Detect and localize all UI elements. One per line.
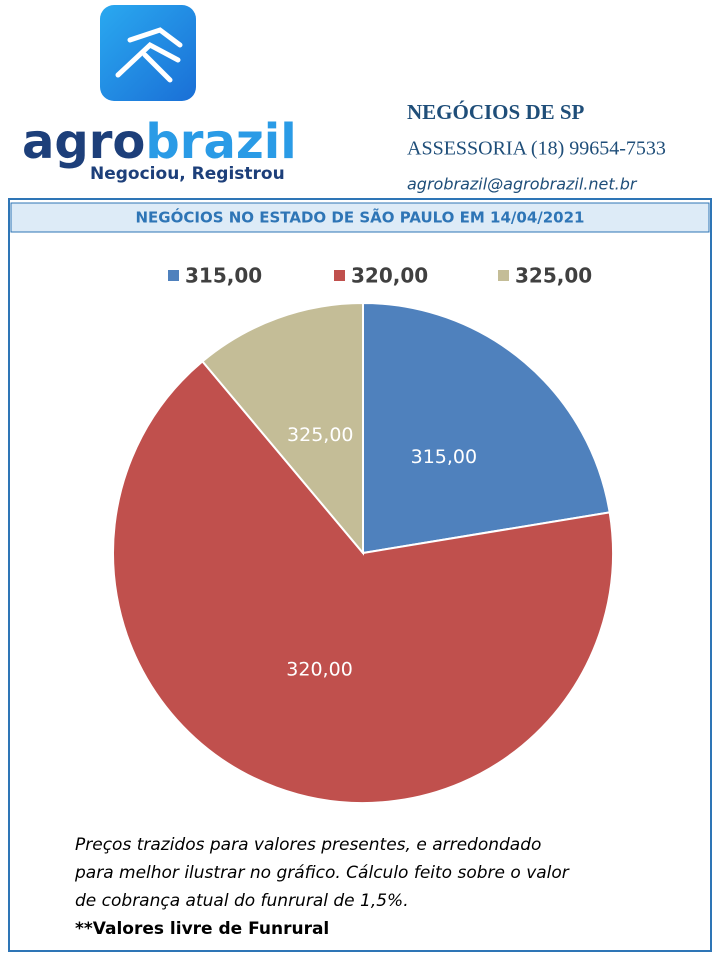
pie-slice [201, 301, 364, 556]
notes: Preços trazidos para valores presentes, … [74, 835, 570, 939]
phone: ASSESSORIA (18) 99654-7533 [407, 138, 666, 160]
pie-slice [362, 301, 611, 555]
note-line: de cobrança atual do funrural de 1,5%. [75, 891, 409, 911]
legend-swatch [168, 270, 179, 281]
slice-label: 325,00 [287, 424, 353, 446]
slogan: Negociou, Registrou [90, 164, 285, 184]
legend-swatch [498, 270, 509, 281]
slice-label: 315,00 [411, 446, 477, 468]
company: NEGÓCIOS DE SP [407, 100, 585, 124]
title-bar [10, 202, 710, 233]
chart-title: NEGÓCIOS NO ESTADO DE SÃO PAULO EM 14/04… [135, 208, 584, 227]
legend-label: 320,00 [351, 264, 428, 288]
frame [8, 198, 712, 952]
note-line: para melhor ilustrar no gráfico. Cálculo… [74, 863, 570, 883]
slice-label: 320,00 [286, 659, 352, 681]
pie-slice [112, 359, 614, 804]
note-line: Preços trazidos para valores presentes, … [75, 835, 541, 855]
note-bold: **Valores livre de Funrural [75, 919, 329, 939]
brand-part: agro [22, 114, 145, 170]
legend-swatch [334, 270, 345, 281]
legend-label: 315,00 [185, 264, 262, 288]
logo-icon [100, 5, 196, 101]
brand: agrobrazil [22, 114, 297, 170]
legend-label: 325,00 [515, 264, 592, 288]
logo-hands [115, 27, 183, 83]
email: agrobrazil@agrobrazil.net.br [407, 175, 638, 194]
brand-part: brazil [145, 114, 296, 170]
